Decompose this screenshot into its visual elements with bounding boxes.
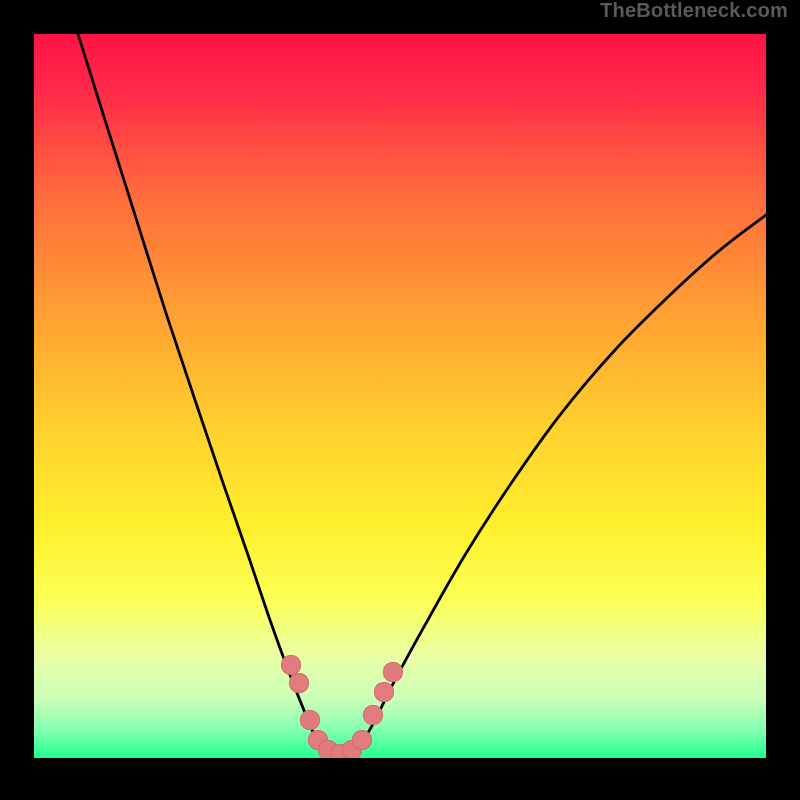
watermark-text: TheBottleneck.com bbox=[600, 0, 788, 23]
chart-border bbox=[0, 0, 800, 800]
chart-stage: TheBottleneck.com bbox=[0, 0, 800, 800]
